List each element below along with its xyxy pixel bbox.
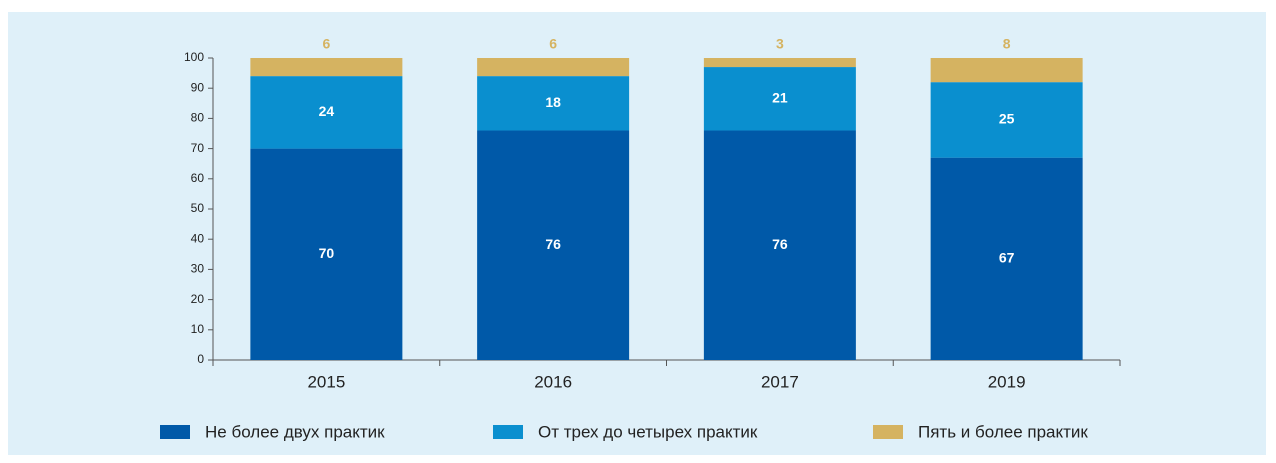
legend-swatch (873, 425, 903, 439)
value-label: 3 (776, 36, 784, 52)
legend-label: От трех до четырех практик (538, 422, 758, 441)
value-label: 8 (1003, 36, 1011, 52)
bar-segment (477, 58, 630, 77)
bar-segment (703, 130, 856, 360)
value-label: 76 (772, 236, 788, 252)
bar-segment (250, 58, 403, 77)
bar-segment (930, 58, 1083, 83)
value-label: 6 (322, 36, 330, 52)
y-tick-label: 20 (191, 292, 205, 306)
bar-segment (477, 76, 630, 131)
y-tick-label: 70 (191, 141, 205, 155)
x-tick-label: 2017 (761, 372, 799, 391)
y-tick-label: 80 (191, 111, 205, 125)
x-tick-label: 2015 (307, 372, 345, 391)
y-tick-label: 50 (191, 201, 205, 215)
y-tick-label: 60 (191, 171, 205, 185)
bar-segment (703, 58, 856, 68)
y-tick-label: 100 (184, 50, 204, 64)
value-label: 67 (999, 250, 1015, 266)
value-label: 76 (545, 236, 561, 252)
x-tick-label: 2019 (988, 372, 1026, 391)
bar-segment (250, 148, 403, 360)
bar-segment (930, 82, 1083, 158)
y-tick-label: 0 (197, 352, 204, 366)
value-label: 6 (549, 36, 557, 52)
y-tick-label: 40 (191, 231, 205, 245)
value-label: 25 (999, 111, 1015, 127)
y-tick-label: 90 (191, 80, 205, 94)
bar-segment (930, 157, 1083, 360)
y-tick-label: 10 (191, 322, 205, 336)
bar-segment (250, 76, 403, 149)
legend-swatch (493, 425, 523, 439)
bar-segment (703, 67, 856, 131)
value-label: 24 (319, 103, 335, 119)
legend-swatch (160, 425, 190, 439)
value-label: 70 (319, 245, 335, 261)
value-label: 18 (545, 94, 561, 110)
y-tick-label: 30 (191, 262, 205, 276)
bar-segment (477, 130, 630, 360)
value-label: 21 (772, 89, 788, 105)
legend-label: Не более двух практик (205, 422, 385, 441)
legend-label: Пять и более практик (918, 422, 1088, 441)
x-tick-label: 2016 (534, 372, 572, 391)
